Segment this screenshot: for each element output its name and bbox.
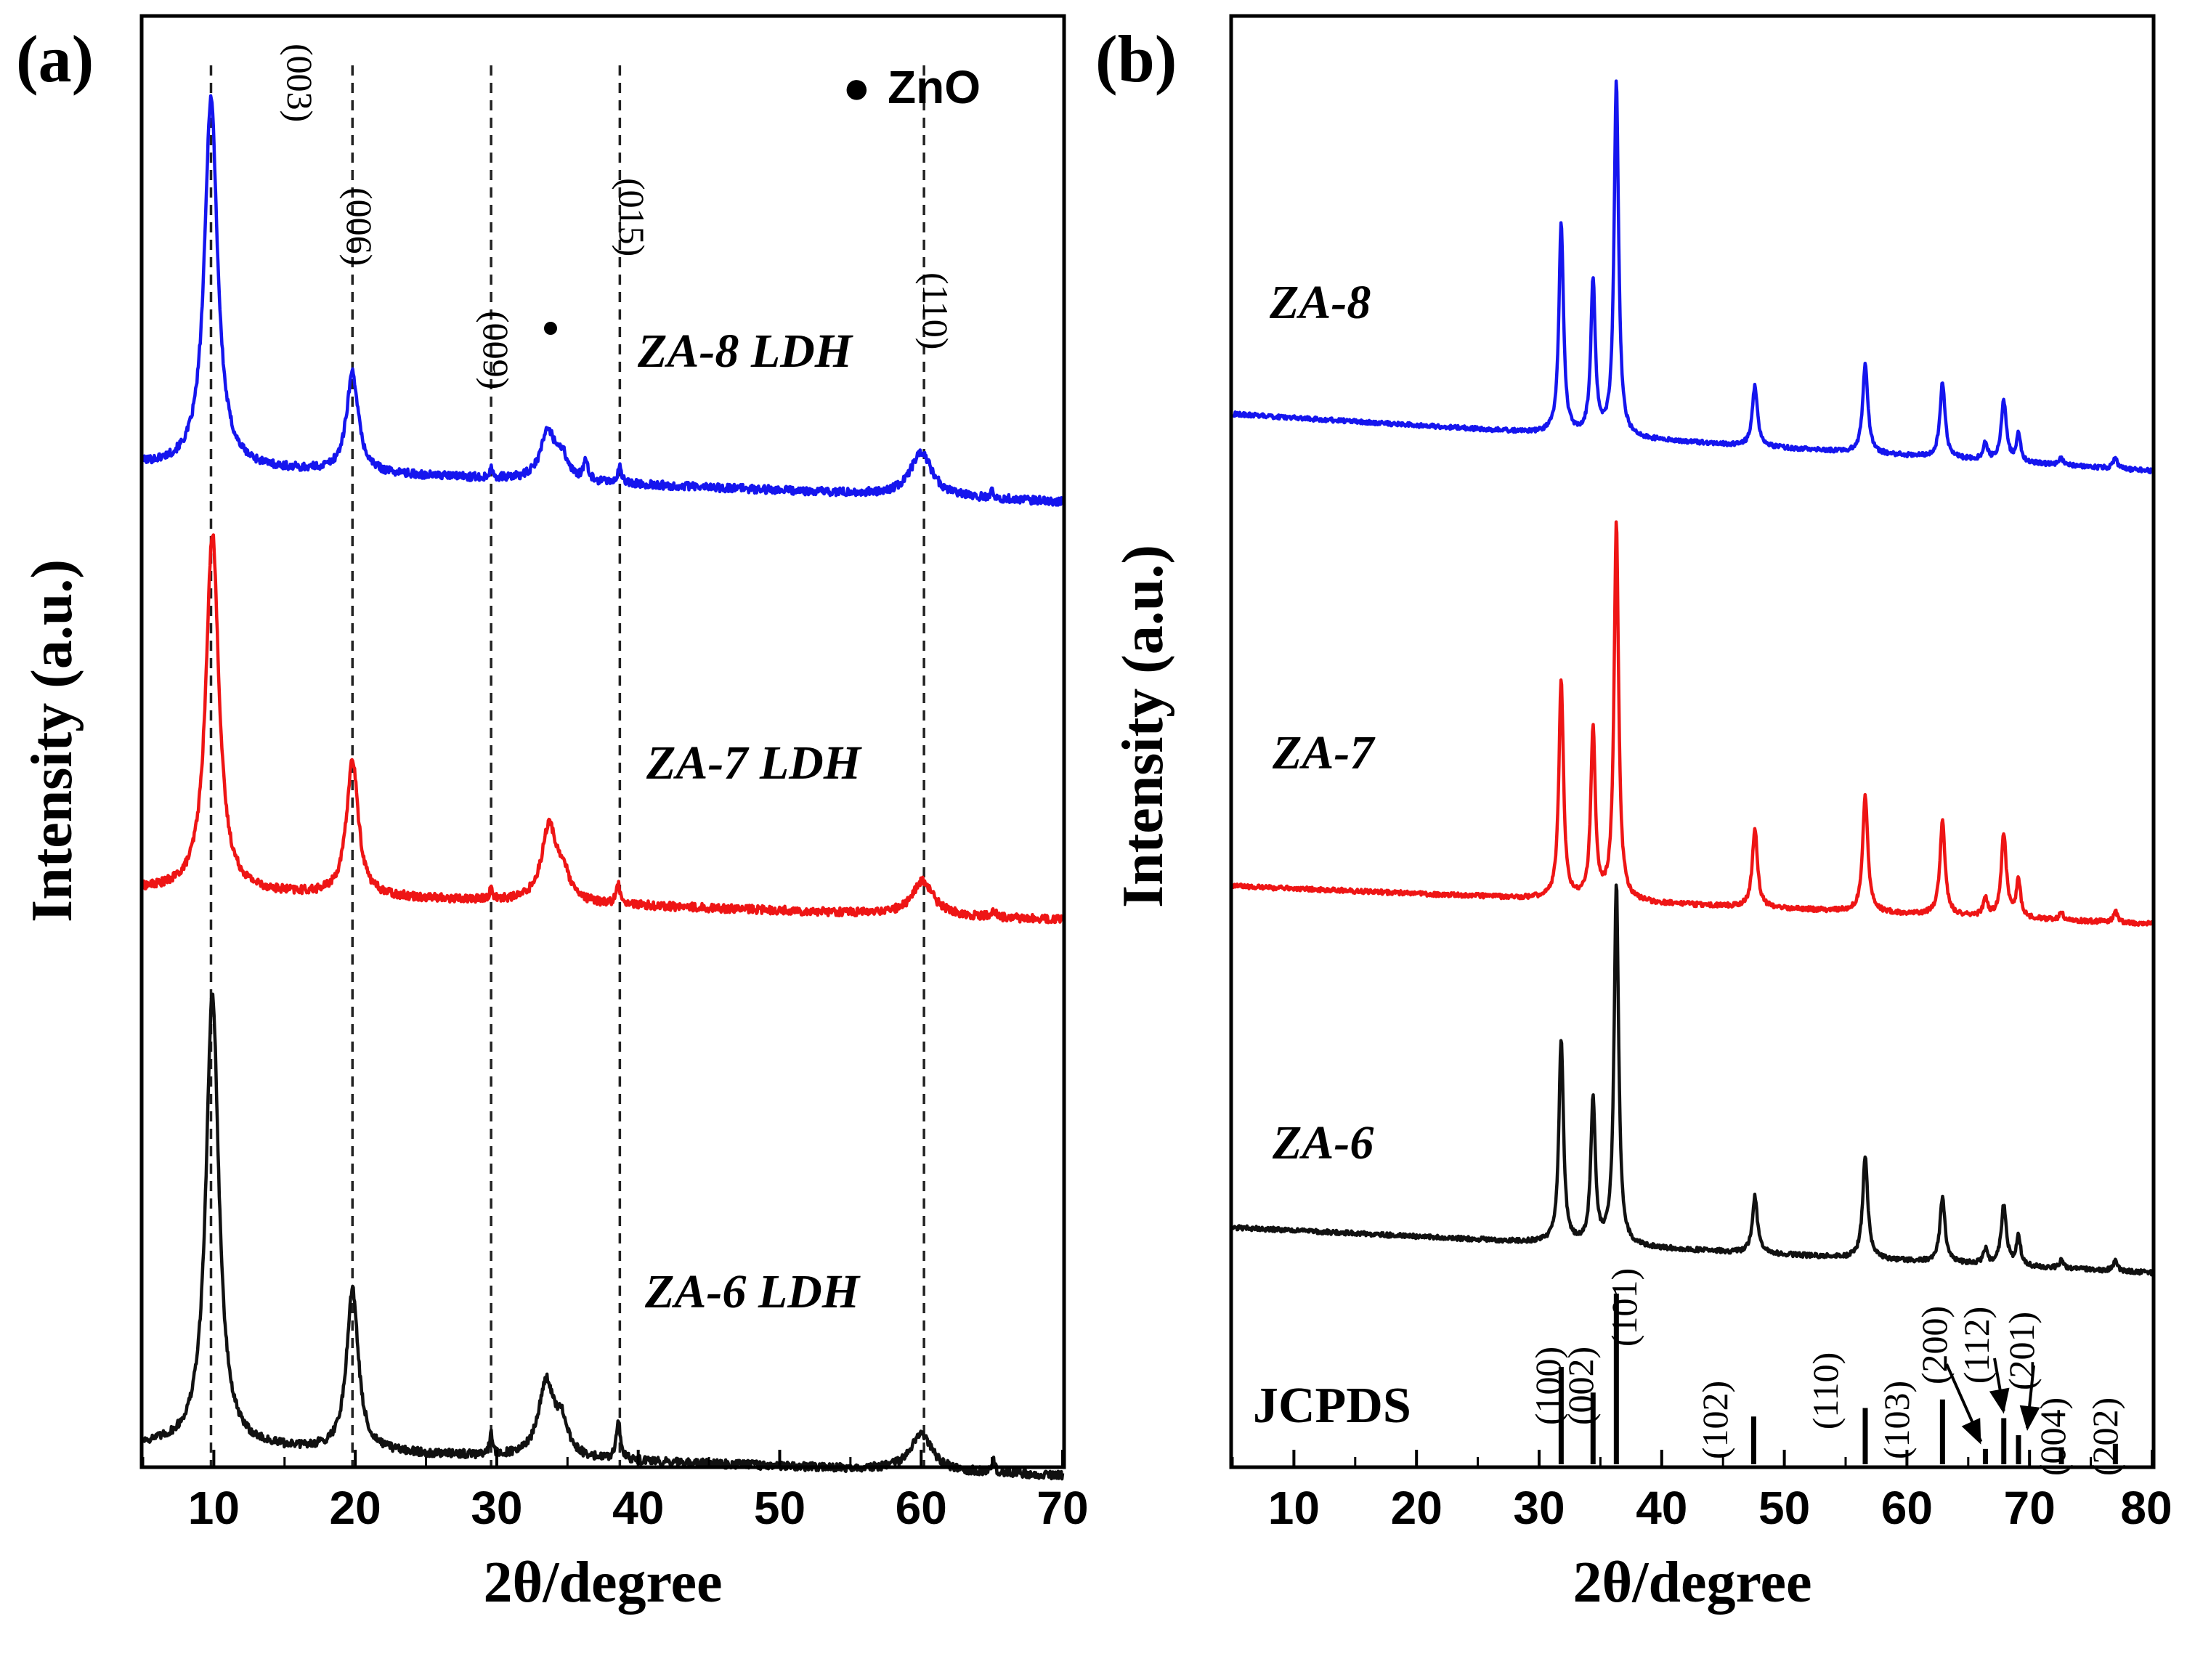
jcpds-hkl-label-002: (002) — [1560, 1347, 1601, 1425]
hkl-label-003: (003) — [280, 44, 320, 122]
panel-b-za-8-trace — [1231, 79, 2154, 475]
panel-b-tick-label-40: 40 — [1636, 1482, 1687, 1534]
hkl-label-006: (006) — [339, 187, 380, 266]
series-label-za8-ldh: ZA-8 LDH — [637, 325, 854, 378]
panel-a: (a) (003) (006) (009) (015) (110) ● ZnO ZA-8… — [16, 14, 1089, 1615]
panel-b-jcpds-arrows — [1945, 1358, 2040, 1445]
panel-b-tick-label-50: 50 — [1758, 1482, 1810, 1534]
zno-peak-marker — [543, 322, 557, 335]
panel-b-frame — [1229, 14, 2156, 1469]
jcpds-hkl-label-103: (103) — [1876, 1381, 1917, 1459]
panel-b-jcpds-hkl-labels: (100)(002)(101) (102) (110) (103)(200) (112)… — [1527, 1268, 2125, 1476]
jcpds-arrow-head-201 — [2019, 1405, 2040, 1431]
panel-b-jcpds-sticks — [1558, 1294, 2118, 1464]
panel-b-series-labels: ZA-8 ZA-7 ZA-6 JCPDS — [1253, 276, 1411, 1434]
jcpds-hkl-label-100: (100) — [1527, 1347, 1568, 1425]
jcpds-hkl-label-201: (201) — [2001, 1312, 2042, 1390]
panel-a-x-ticks: 10 20 30 40 50 60 70 — [142, 1450, 1089, 1534]
panel-a-tick-label-30: 30 — [471, 1482, 522, 1534]
jcpds-arrow-head-112 — [1989, 1387, 2010, 1414]
series-label-jcpds: JCPDS — [1253, 1378, 1411, 1434]
jcpds-arrow-head-200 — [1961, 1418, 1981, 1445]
panel-a-zno-marker — [543, 322, 557, 335]
series-label-za8: ZA-8 — [1269, 276, 1371, 329]
panel-a-series-labels: ZA-8 LDH ZA-7 LDH ZA-6 LDH — [637, 325, 863, 1318]
panel-b-za-6-trace — [1231, 883, 2154, 1277]
panel-a-frame — [139, 14, 1066, 1469]
panel-a-za-7-ldh-trace — [141, 533, 1065, 925]
panel-a-tick-label-10: 10 — [188, 1482, 240, 1534]
panel-a-x-title: 2θ/degree — [483, 1551, 722, 1615]
series-label-za7: ZA-7 — [1272, 726, 1376, 779]
jcpds-hkl-label-102: (102) — [1695, 1381, 1735, 1459]
legend-zno-marker: ● — [843, 61, 871, 113]
panel-b-tick-label-20: 20 — [1391, 1482, 1443, 1534]
panel-a-tick-label-20: 20 — [330, 1482, 381, 1534]
panel-a-tick-label-50: 50 — [754, 1482, 806, 1534]
panel-a-y-title: Intensity (a.u.) — [20, 559, 84, 922]
panel-a-tick-label-40: 40 — [612, 1482, 664, 1534]
panel-a-tick-label-60: 60 — [896, 1482, 947, 1534]
panel-b: (b) (100)(002)(101)(102) (110) (103)(200)(… — [1095, 14, 2172, 1615]
hkl-label-009: (009) — [476, 311, 516, 389]
panel-b-tick-label-10: 10 — [1268, 1482, 1320, 1534]
panel-b-tick-label-80: 80 — [2120, 1482, 2172, 1534]
panel-b-traces — [1231, 79, 2154, 1277]
panel-b-tick-label-70: 70 — [2004, 1482, 2056, 1534]
panel-b-x-ticks: 10 20 30 40 50 60 70 80 — [1231, 1450, 2172, 1534]
panel-b-label: (b) — [1095, 22, 1177, 96]
panel-a-traces — [141, 94, 1065, 1481]
panel-a-label: (a) — [16, 22, 94, 96]
jcpds-hkl-label-101: (101) — [1604, 1268, 1644, 1347]
series-label-za6-ldh: ZA-6 LDH — [644, 1265, 861, 1318]
series-label-za7-ldh: ZA-7 LDH — [646, 736, 863, 790]
series-label-za6: ZA-6 — [1272, 1116, 1374, 1169]
jcpds-hkl-label-200: (200) — [1914, 1306, 1955, 1384]
legend-zno-label: ZnO — [888, 61, 981, 113]
panel-a-hkl-labels: (003) (006) (009) (015) (110) — [280, 44, 956, 389]
hkl-label-015: (015) — [612, 178, 652, 256]
panel-a-tick-label-70: 70 — [1036, 1482, 1088, 1534]
panel-a-legend: ● ZnO — [843, 61, 981, 113]
jcpds-hkl-label-004: (004) — [2032, 1397, 2073, 1476]
jcpds-hkl-label-112: (112) — [1956, 1307, 1997, 1384]
panel-a-za-6-ldh-trace — [141, 992, 1065, 1481]
panel-b-x-title: 2θ/degree — [1573, 1551, 1811, 1615]
hkl-label-110: (110) — [915, 272, 956, 349]
panel-a-za-8-ldh-trace — [141, 94, 1064, 507]
panel-b-tick-label-30: 30 — [1513, 1482, 1565, 1534]
jcpds-hkl-label-110: (110) — [1805, 1352, 1846, 1429]
panel-b-y-title: Intensity (a.u.) — [1111, 545, 1175, 908]
panel-b-tick-label-60: 60 — [1881, 1482, 1933, 1534]
panel-b-za-7-trace — [1231, 520, 2154, 928]
